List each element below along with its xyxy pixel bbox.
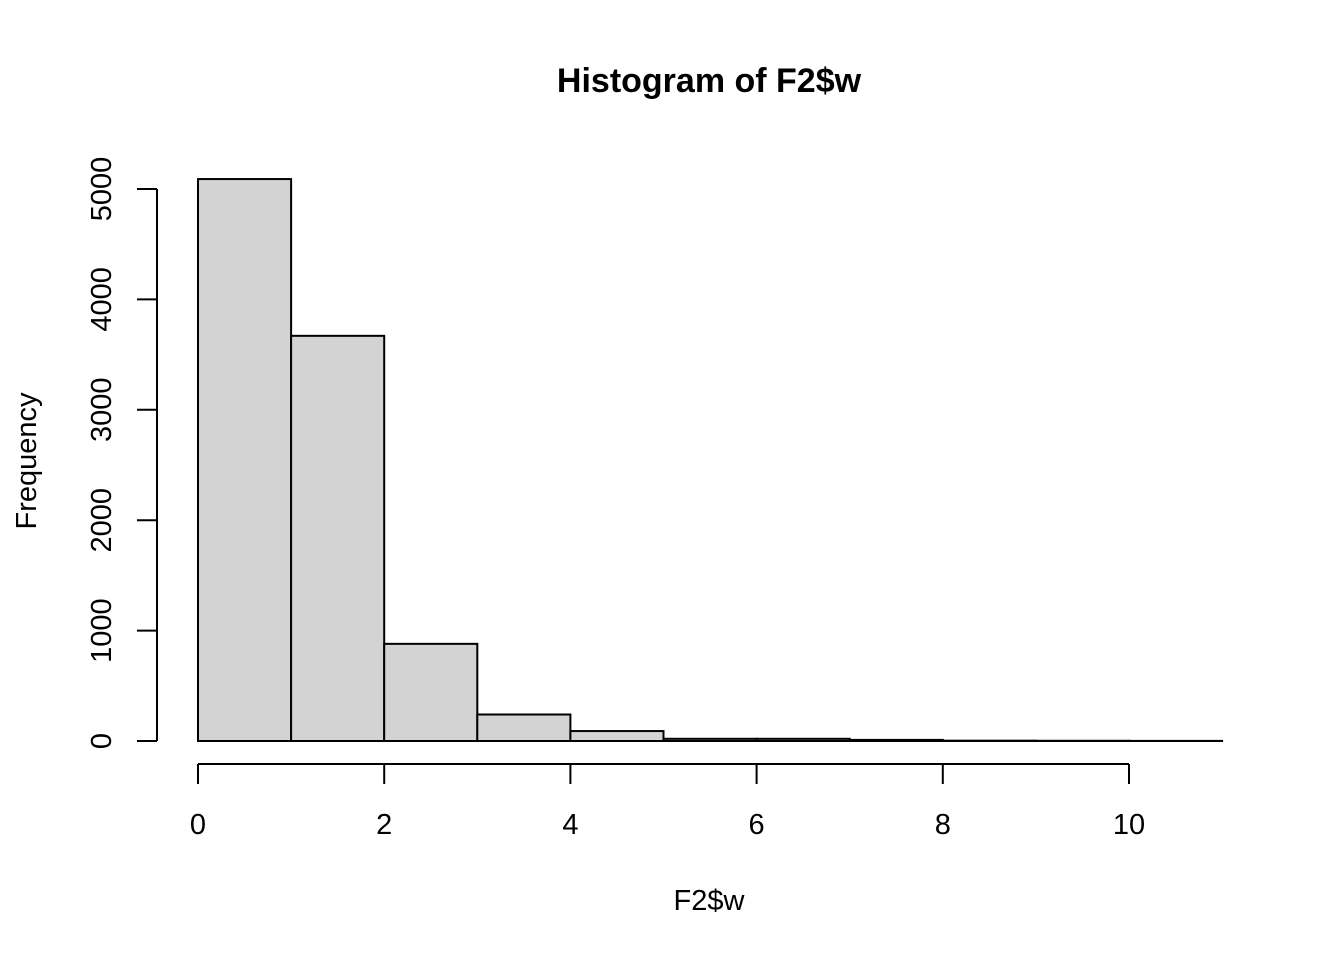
y-axis: 0 1000 2000 3000 4000 5000 (86, 157, 158, 749)
histogram-bar (569, 730, 665, 743)
x-axis: 0 2 4 6 8 10 (190, 763, 1145, 841)
y-tick-label: 4000 (86, 267, 118, 332)
x-axis-title: F2$w (674, 885, 746, 917)
x-tick-label: 2 (376, 809, 392, 841)
y-tick-label: 2000 (86, 488, 118, 553)
chart-title: Histogram of F2$w (557, 62, 862, 100)
histogram-bar (197, 178, 293, 742)
y-tick-label: 0 (86, 733, 118, 749)
y-tick-label: 5000 (86, 157, 118, 222)
y-tick-label: 1000 (86, 598, 118, 663)
histogram-bar (383, 642, 479, 743)
bars-group (197, 178, 1224, 743)
x-tick-label: 4 (562, 809, 578, 841)
histogram-bar (290, 334, 386, 742)
x-tick-label: 0 (190, 809, 206, 841)
x-tick-label: 10 (1113, 809, 1145, 841)
histogram-bar (476, 713, 572, 743)
y-axis-title: Frequency (11, 392, 43, 530)
x-tick-label: 8 (935, 809, 951, 841)
y-tick-label: 3000 (86, 378, 118, 443)
x-tick-label: 6 (749, 809, 765, 841)
